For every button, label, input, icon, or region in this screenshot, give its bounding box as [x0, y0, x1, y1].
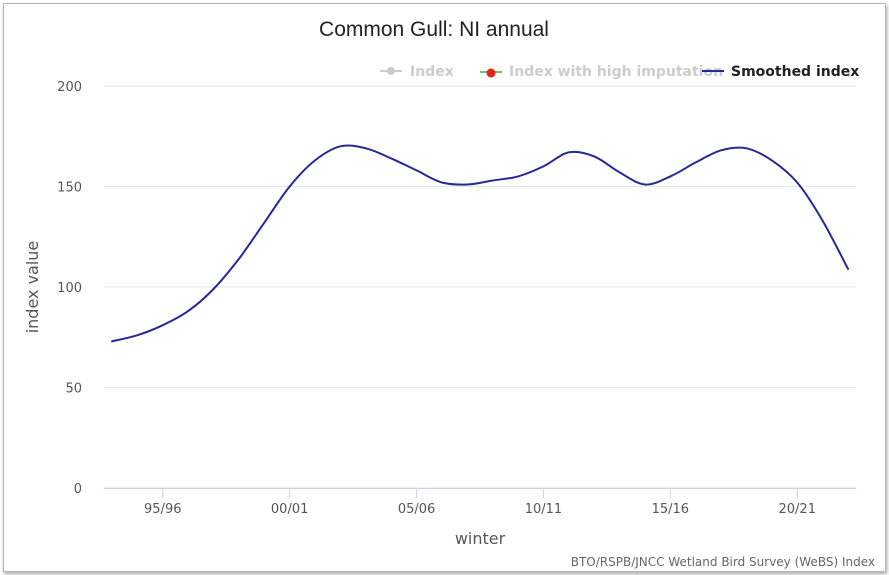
- data-point-smoothed-index[interactable]: [388, 155, 394, 161]
- data-point-smoothed-index[interactable]: [693, 159, 699, 165]
- data-point-smoothed-index[interactable]: [591, 153, 597, 159]
- data-point-smoothed-index[interactable]: [109, 338, 115, 344]
- data-point-smoothed-index[interactable]: [312, 157, 318, 163]
- x-axis-title: winter: [455, 529, 506, 548]
- y-tick-label: 0: [74, 482, 82, 497]
- data-point-smoothed-index[interactable]: [185, 308, 191, 314]
- series-line-smoothed-index[interactable]: [111, 144, 849, 343]
- data-point-smoothed-index[interactable]: [363, 145, 369, 151]
- data-point-smoothed-index[interactable]: [464, 182, 470, 188]
- data-point-smoothed-index[interactable]: [642, 182, 648, 188]
- chart-title: Common Gull: NI annual: [319, 18, 549, 41]
- y-tick-label: 150: [57, 181, 82, 196]
- x-tick-label: 15/16: [652, 502, 689, 517]
- data-point-smoothed-index[interactable]: [160, 322, 166, 328]
- legend[interactable]: Index Index with high imputation Smoothed …: [380, 64, 859, 80]
- x-tick-label: 20/21: [779, 502, 816, 517]
- y-axis-title: index value: [23, 241, 42, 334]
- x-tick-label: 10/11: [525, 502, 562, 517]
- data-point-smoothed-index[interactable]: [287, 184, 293, 190]
- data-point-smoothed-index[interactable]: [515, 173, 521, 179]
- y-tick-label: 200: [57, 80, 82, 95]
- data-point-smoothed-index[interactable]: [414, 167, 420, 173]
- legend-item-smoothed-index[interactable]: Smoothed index: [702, 64, 859, 80]
- y-tick-labels: 0 50 100 150 200: [57, 80, 82, 497]
- legend-imputation-marker: [486, 68, 496, 78]
- data-point-smoothed-index[interactable]: [337, 143, 343, 149]
- y-tick-label: 100: [57, 281, 82, 296]
- x-tick-label: 95/96: [144, 502, 181, 517]
- data-point-smoothed-index[interactable]: [490, 178, 496, 184]
- data-point-smoothed-index[interactable]: [718, 147, 724, 153]
- data-point-smoothed-index[interactable]: [744, 145, 750, 151]
- data-point-smoothed-index[interactable]: [540, 163, 546, 169]
- plot-area: [109, 143, 851, 344]
- data-point-smoothed-index[interactable]: [134, 332, 140, 338]
- data-point-smoothed-index[interactable]: [794, 180, 800, 186]
- legend-index-label: Index: [410, 64, 454, 80]
- x-axis: 95/96 00/01 05/06 10/11 15/16 20/21: [104, 488, 856, 517]
- y-tick-label: 50: [65, 382, 82, 397]
- data-point-smoothed-index[interactable]: [211, 286, 217, 292]
- data-point-smoothed-index[interactable]: [566, 149, 572, 155]
- data-point-smoothed-index[interactable]: [439, 180, 445, 186]
- data-point-smoothed-index[interactable]: [769, 157, 775, 163]
- data-point-smoothed-index[interactable]: [617, 169, 623, 175]
- data-point-smoothed-index[interactable]: [236, 256, 242, 262]
- legend-index-marker: [387, 67, 395, 75]
- legend-smoothed-label: Smoothed index: [731, 64, 859, 80]
- gridlines: [104, 85, 856, 489]
- data-point-smoothed-index[interactable]: [261, 220, 267, 226]
- legend-item-index-high-imputation[interactable]: Index with high imputation: [480, 64, 723, 80]
- chart-credits[interactable]: BTO/RSPB/JNCC Wetland Bird Survey (WeBS)…: [571, 555, 875, 569]
- x-tick-label: 05/06: [398, 502, 435, 517]
- legend-imputation-label: Index with high imputation: [509, 64, 723, 80]
- legend-item-index[interactable]: Index: [380, 64, 454, 80]
- x-tick-label: 00/01: [271, 502, 308, 517]
- data-point-smoothed-index[interactable]: [820, 218, 826, 224]
- data-point-smoothed-index[interactable]: [845, 266, 851, 272]
- data-point-smoothed-index[interactable]: [667, 173, 673, 179]
